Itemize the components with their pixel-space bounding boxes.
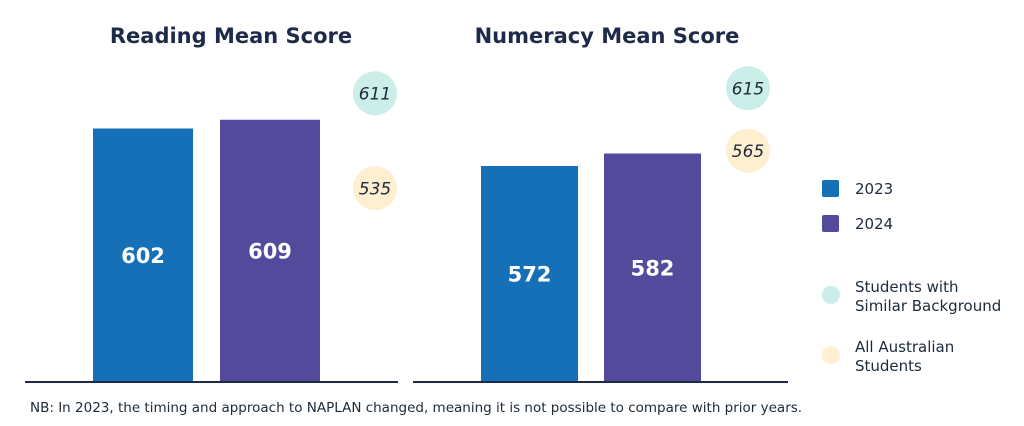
reading-chart-title: Reading Mean Score xyxy=(110,24,352,48)
numeracy-similar-background-value: 615 xyxy=(732,79,764,99)
numeracy-bar-label-2023: 572 xyxy=(508,263,552,287)
legend-swatch-2023 xyxy=(822,180,839,197)
legend-label-2024: 2024 xyxy=(855,215,893,233)
numeracy-similar-background-marker xyxy=(726,66,770,111)
numeracy-bar-2024 xyxy=(604,153,701,381)
numeracy-all-australian-value: 565 xyxy=(732,142,764,162)
numeracy-all-australian-marker xyxy=(726,128,770,173)
legend-label-2023: 2023 xyxy=(855,180,893,198)
numeracy-chart-title: Numeracy Mean Score xyxy=(475,24,740,48)
reading-all-australian-marker xyxy=(353,166,397,211)
numeracy-bar-label-2024: 582 xyxy=(631,256,675,280)
legend-label-students-with-similar-background: Students with Similar Background xyxy=(855,278,1001,315)
numeracy-bar-2023 xyxy=(481,166,578,381)
reading-bar-label-2023: 602 xyxy=(121,244,165,268)
legend-label-all-australian-students: All Australian Students xyxy=(855,338,954,375)
reading-bar-label-2024: 609 xyxy=(248,239,292,263)
reading-similar-background-marker xyxy=(353,71,397,116)
footnote: NB: In 2023, the timing and approach to … xyxy=(30,400,803,416)
legend-swatch-students-with-similar-background xyxy=(822,286,840,304)
legend-swatch-2024 xyxy=(822,215,839,232)
reading-bar-2024 xyxy=(220,119,320,381)
reading-bar-2023 xyxy=(93,128,193,381)
legend-swatch-all-australian-students xyxy=(822,346,840,364)
reading-similar-background-value: 611 xyxy=(359,84,391,104)
reading-all-australian-value: 535 xyxy=(359,179,391,199)
